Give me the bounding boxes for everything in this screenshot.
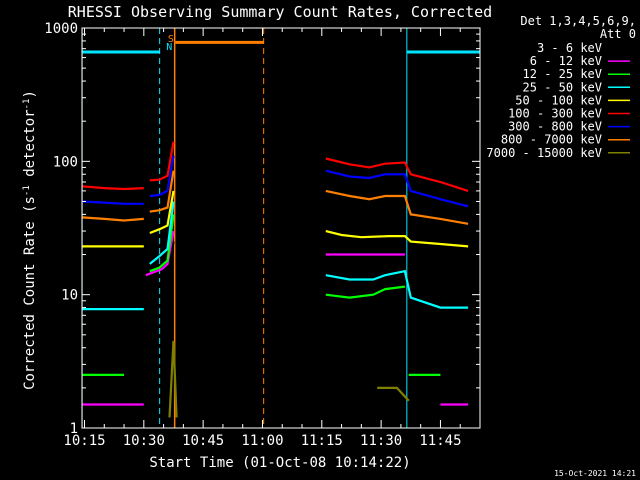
x-tick-label-6: 11:45 — [419, 433, 461, 449]
series-8-segment-1 — [377, 386, 410, 402]
series-6-segment-1 — [149, 155, 175, 198]
series-6-segment-0 — [82, 200, 144, 205]
y-axis-label-mid: detector — [22, 109, 38, 185]
series-4-segment-1 — [149, 190, 175, 235]
legend-label-6: 300 - 800 keV — [508, 120, 602, 134]
x-tick-label-2: 10:45 — [182, 433, 224, 449]
x-tick-label-3: 11:00 — [241, 433, 283, 449]
x-tick-label-4: 11:15 — [301, 433, 343, 449]
legend-label-0: 3 - 6 keV — [537, 41, 602, 55]
series-7-segment-1 — [149, 170, 175, 213]
x-axis-label: Start Time (01-Oct-08 10:14:22) — [149, 455, 410, 471]
y-axis-label-sup2: -1 — [22, 99, 32, 110]
y-axis-label-sup1: -1 — [22, 185, 32, 196]
axes-layer: 10:15 10:30 10:45 11:00 11:15 11:30 11:45 1 10 10… — [44, 21, 481, 449]
series-4-segment-2 — [325, 230, 469, 248]
series-7-segment-2 — [325, 189, 469, 225]
footer-timestamp: 15-Oct-2021 14:21 — [554, 469, 636, 478]
legend-header-line2: Att 0 — [600, 27, 636, 41]
series-7-segment-0 — [82, 216, 144, 222]
legend-label-2: 12 - 25 keV — [523, 67, 602, 81]
y-axis-label-end: ) — [22, 90, 38, 98]
marker-n: N — [166, 42, 172, 53]
series-3-segment-1 — [149, 201, 175, 265]
series-layer — [82, 141, 469, 418]
y-axis-label: Corrected Count Rate (s-1 detector-1) — [22, 90, 38, 390]
series-8-segment-0 — [168, 340, 178, 418]
legend-label-4: 50 - 100 keV — [515, 93, 602, 107]
x-tick-label-0: 10:15 — [63, 433, 105, 449]
chart-title: RHESSI Observing Summary Count Rates, Co… — [68, 3, 492, 21]
series-1-segment-1 — [145, 230, 175, 277]
series-0-segment-1 — [325, 259, 406, 273]
x-tick-label-1: 10:30 — [123, 433, 165, 449]
series-5-segment-2 — [325, 157, 469, 192]
legend-header-line1: Det 1,3,4,5,6,9, — [520, 14, 636, 28]
legend-label-3: 25 - 50 keV — [523, 80, 602, 94]
series-0-segment-0 — [157, 241, 175, 286]
series-6-segment-2 — [325, 169, 469, 208]
y-tick-label-1: 10 — [61, 288, 78, 304]
series-2-segment-1 — [149, 214, 175, 273]
y-axis-label-main: Corrected Count Rate (s — [22, 196, 38, 390]
y-tick-label-2: 100 — [53, 154, 78, 170]
x-tick-label-5: 11:30 — [360, 433, 402, 449]
legend-label-1: 6 - 12 keV — [530, 54, 602, 68]
y-tick-label-3: 1000 — [44, 21, 78, 37]
legend-label-8: 7000 - 15000 keV — [486, 146, 602, 160]
marker-s: S — [168, 34, 174, 45]
series-3-segment-2 — [325, 269, 469, 309]
y-tick-label-0: 1 — [70, 421, 78, 437]
series-2-segment-2 — [325, 285, 406, 299]
legend-label-5: 100 - 300 keV — [508, 107, 602, 121]
series-5-segment-0 — [82, 185, 144, 191]
legend-label-7: 800 - 7000 keV — [501, 133, 602, 147]
plot-frame — [81, 27, 481, 429]
series-5-segment-1 — [149, 141, 175, 182]
